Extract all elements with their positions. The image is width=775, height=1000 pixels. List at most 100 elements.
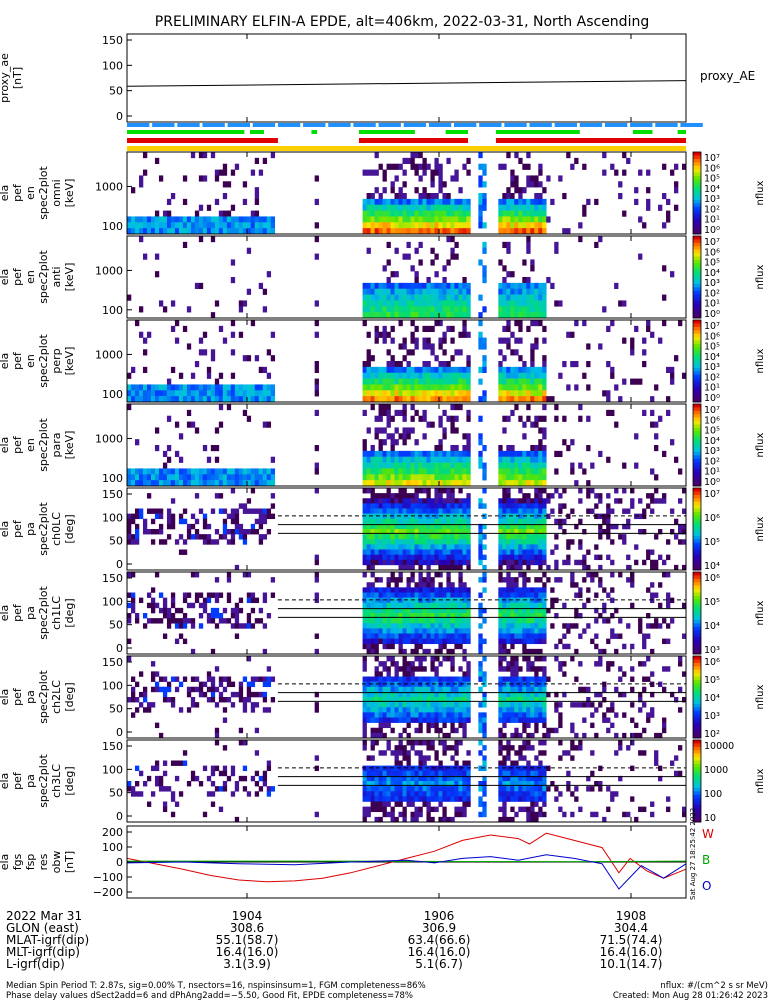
heatmap-cell — [606, 518, 611, 525]
heatmap-cell — [374, 152, 379, 159]
heatmap-cell — [174, 480, 180, 487]
heatmap-cell — [242, 300, 248, 307]
heatmap-cell — [250, 702, 256, 708]
heatmap-cell — [478, 549, 483, 555]
heatmap-cell — [534, 468, 539, 475]
heatmap-cell — [402, 661, 407, 667]
heatmap-cell — [526, 722, 531, 729]
panel-ylabel: ch1LC — [50, 596, 63, 630]
heatmap-cell — [462, 508, 467, 514]
heatmap-cell — [234, 786, 240, 792]
heatmap-cell — [478, 337, 483, 344]
heatmap-cell — [666, 366, 671, 374]
heatmap-cell — [210, 228, 216, 235]
panel-ylabel: spec2plot — [37, 586, 50, 640]
colorbar-segment — [693, 522, 701, 527]
heatmap-cell — [382, 169, 387, 176]
heatmap-cell — [374, 450, 379, 458]
heatmap-cell — [174, 337, 180, 344]
heatmap-cell — [510, 198, 515, 206]
heatmap-cell — [502, 717, 507, 723]
heatmap-cell — [510, 216, 515, 223]
heatmap-cell — [202, 513, 208, 520]
heatmap-cell — [578, 702, 583, 708]
heatmap-cell — [654, 433, 659, 440]
heatmap-cell — [538, 656, 543, 662]
heatmap-cell — [406, 602, 411, 609]
heatmap-cell — [542, 503, 547, 509]
heatmap-cell — [450, 513, 455, 520]
heatmap-cell — [510, 602, 515, 609]
heatmap-cell — [466, 378, 471, 385]
heatmap-cell — [446, 607, 451, 614]
heatmap-cell — [642, 559, 647, 566]
heatmap-cell — [394, 602, 399, 609]
colorbar-tick-label: 10⁵ — [704, 426, 720, 437]
heatmap-cell — [198, 349, 204, 356]
heatmap-cell — [466, 671, 471, 677]
heatmap-cell — [190, 513, 196, 520]
heatmap-cell — [622, 488, 627, 494]
heatmap-cell — [406, 241, 411, 249]
heatmap-cell — [538, 294, 543, 301]
heatmap-cell — [674, 187, 679, 194]
heatmap-cell — [394, 513, 399, 520]
heatmap-cell — [518, 539, 523, 545]
heatmap-cell — [374, 806, 379, 813]
heatmap-cell — [374, 786, 379, 792]
heatmap-cell — [526, 613, 531, 619]
heatmap-cell — [598, 554, 603, 561]
heatmap-cell — [610, 633, 615, 639]
heatmap-cell — [234, 523, 240, 530]
heatmap-cell — [442, 337, 447, 344]
colorbar-segment — [693, 643, 701, 648]
heatmap-cell — [454, 508, 459, 514]
heatmap-cell — [438, 488, 443, 494]
heatmap-cell — [510, 300, 515, 307]
heatmap-cell — [426, 294, 431, 301]
heatmap-cell — [514, 518, 519, 525]
heatmap-cell — [374, 433, 379, 440]
heatmap-cell — [366, 648, 371, 655]
heatmap-cell — [398, 163, 403, 170]
heatmap-cell — [406, 390, 411, 397]
heatmap-cell — [382, 518, 387, 525]
heatmap-cell — [442, 732, 447, 739]
heatmap-cell — [410, 456, 415, 463]
heatmap-cell — [450, 681, 455, 688]
heatmap-cell — [410, 671, 415, 677]
proxy-ae-legend: proxy_AE — [700, 69, 755, 83]
heatmap-cell — [482, 390, 487, 397]
heatmap-cell — [410, 415, 415, 422]
heatmap-cell — [390, 691, 395, 698]
heatmap-cell — [382, 638, 387, 645]
heatmap-cell — [434, 707, 439, 713]
heatmap-cell — [154, 157, 160, 165]
heatmap-cell — [222, 534, 228, 540]
heatmap-cell — [270, 513, 276, 520]
heatmap-cell — [646, 198, 651, 206]
heatmap-cell — [538, 607, 543, 614]
heatmap-cell — [150, 468, 156, 475]
heatmap-cell — [134, 474, 140, 481]
heatmap-cell — [214, 577, 220, 583]
heatmap-cell — [134, 534, 140, 540]
heatmap-cell — [450, 661, 455, 667]
heatmap-cell — [574, 559, 579, 566]
heatmap-cell — [514, 702, 519, 708]
heatmap-cell — [410, 210, 415, 217]
heatmap-cell — [374, 549, 379, 555]
heatmap-cell — [234, 396, 240, 403]
heatmap-cell — [370, 456, 375, 463]
heatmap-cell — [378, 193, 383, 200]
heatmap-cell — [426, 722, 431, 729]
heatmap-cell — [502, 378, 507, 385]
colorbar-tick-label: 10⁴ — [704, 621, 720, 632]
heatmap-cell — [518, 498, 523, 504]
heatmap-cell — [434, 681, 439, 688]
heatmap-cell — [142, 697, 148, 703]
heatmap-cell — [158, 523, 164, 530]
heatmap-cell — [642, 727, 647, 734]
heatmap-cell — [170, 216, 176, 223]
heatmap-cell — [262, 648, 268, 655]
